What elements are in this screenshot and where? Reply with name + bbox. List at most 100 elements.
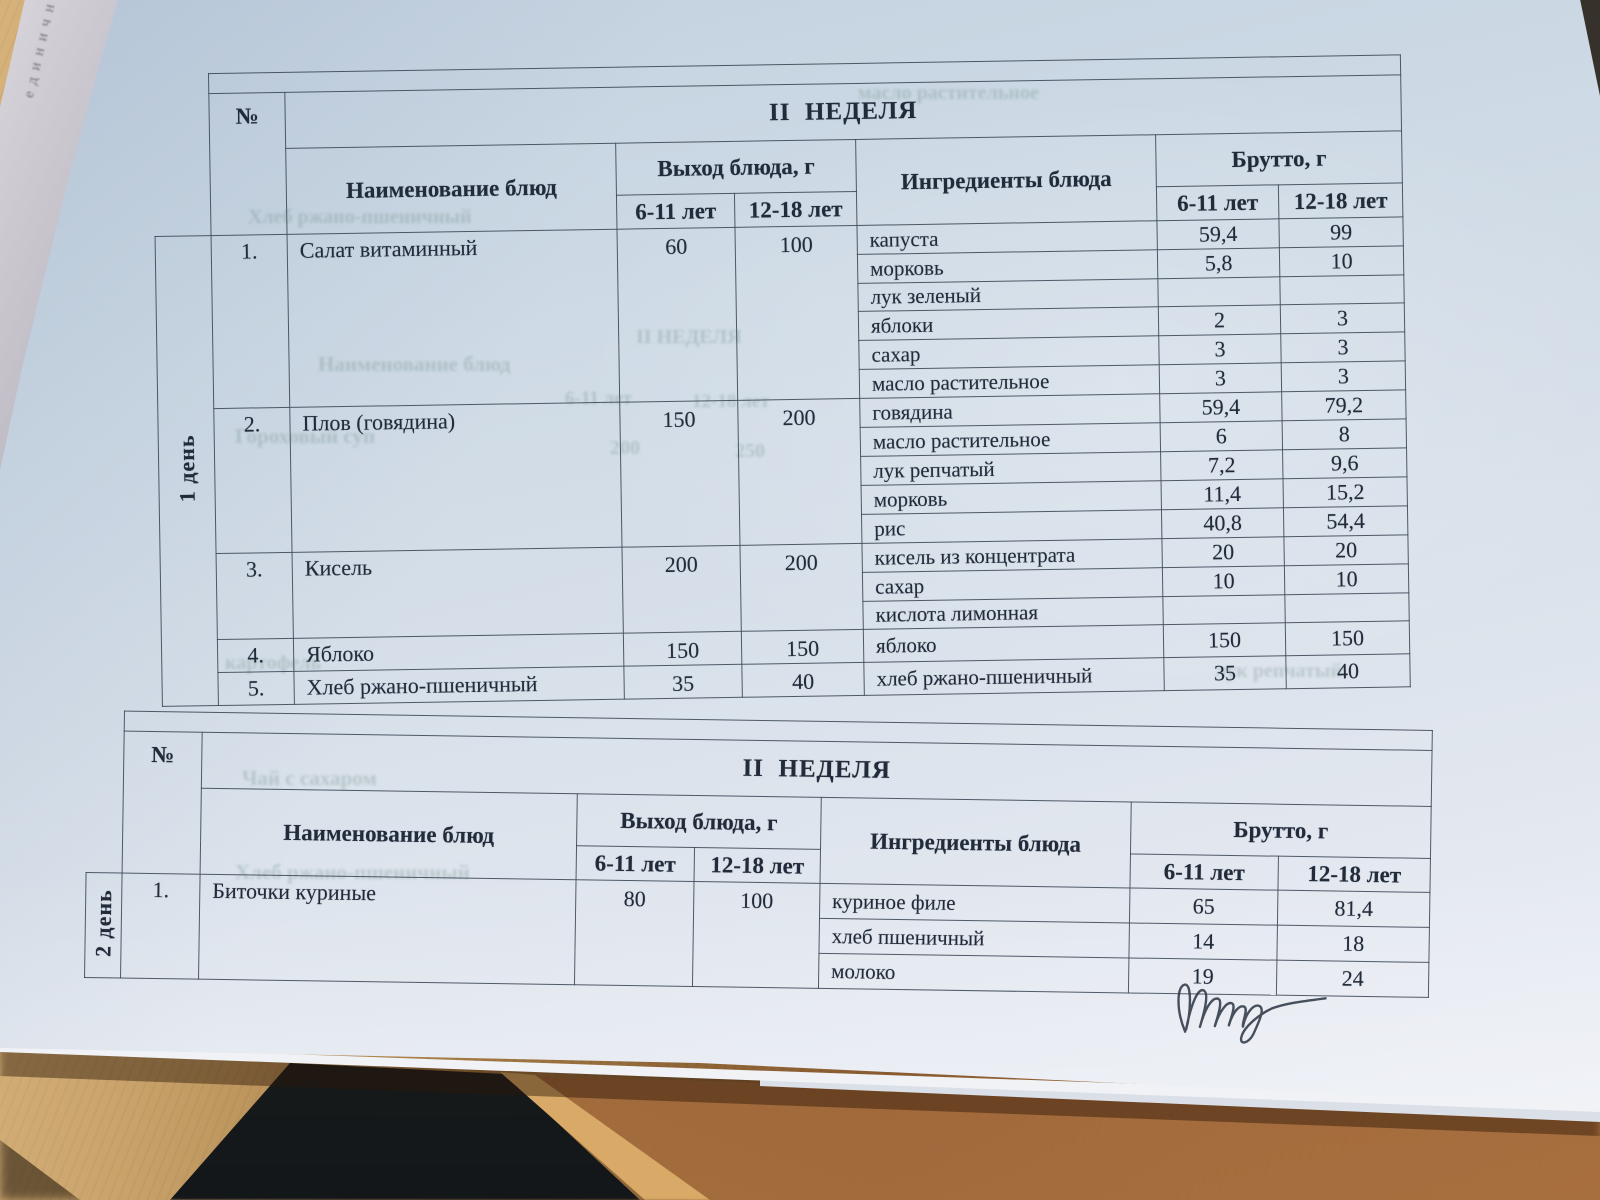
ingredients-column-header: Ингредиенты блюда (855, 134, 1157, 226)
gross-6-11-cell: 2 (1158, 304, 1281, 336)
bleedthrough-text: картофель (225, 652, 322, 674)
gross-12-18-cell: 81,4 (1277, 890, 1430, 928)
week2-day2-menu-table: № II НЕДЕЛЯ Наименование блюд Выход блюд… (84, 710, 1433, 998)
day-label-cell: 2 день (84, 872, 123, 979)
ingredient-name-cell: капуста (856, 220, 1158, 255)
gross-12-18-cell: 54,4 (1283, 505, 1408, 537)
ingredient-name-cell: морковь (861, 480, 1162, 515)
gross-6-11-cell: 35 (1163, 655, 1287, 691)
brutto-age2-header: 12-18 лет (1278, 182, 1403, 219)
output-column-header: Выход блюда, г (576, 793, 822, 850)
ingredient-name-cell: масло растительное (859, 364, 1160, 399)
gross-6-11-cell: 6 (1160, 420, 1283, 452)
gross-12-18-cell: 40 (1285, 653, 1411, 689)
brutto-age1-header: 6-11 лет (1156, 184, 1279, 221)
bleedthrough-text: II НЕДЕЛЯ (636, 326, 742, 348)
day-label: 1 день (173, 434, 200, 503)
ingredient-name-cell: куриное филе (819, 883, 1130, 923)
ingredient-name-cell: лук репчатый (860, 451, 1162, 486)
gross-12-18-cell: 3 (1280, 331, 1406, 363)
header-spacer (87, 731, 124, 788)
num-column-header: № (122, 731, 203, 875)
output-6-11-cell: 80 (574, 879, 695, 987)
brutto-age2-header: 12-18 лет (1277, 856, 1431, 893)
dish-num-cell: 1. (120, 873, 201, 980)
bleedthrough-text: 250 (735, 440, 765, 462)
ingredient-name-cell: говядина (859, 393, 1161, 428)
day-label-cell: 1 день (155, 235, 219, 707)
gross-12-18-cell: 99 (1278, 216, 1404, 248)
brutto-column-header: Брутто, г (1155, 130, 1403, 187)
ingredient-name-cell: кисель из концентрата (861, 538, 1163, 573)
ingredient-name-cell: яблоко (863, 624, 1164, 663)
header-spacer (86, 838, 123, 873)
dish-column-header: Наименование блюд (285, 143, 617, 235)
bleedthrough-text: Чай с сахаром (242, 766, 377, 790)
header-spacer (87, 786, 124, 839)
output-age2-header: 12-18 лет (694, 847, 821, 884)
output-6-11-cell: 150 (623, 631, 742, 667)
dish-num-cell: 1. (211, 234, 290, 409)
output-12-18-cell: 150 (741, 629, 864, 665)
output-12-18-cell: 40 (741, 662, 865, 698)
gross-6-11-cell: 150 (1163, 622, 1286, 658)
header-spacer (153, 74, 209, 95)
output-column-header: Выход блюда, г (615, 139, 857, 196)
gross-6-11-cell: 3 (1158, 333, 1282, 365)
output-12-18-cell: 100 (734, 225, 860, 401)
gross-6-11-cell: 59,4 (1156, 218, 1280, 250)
gross-6-11-cell: 11,4 (1161, 478, 1284, 510)
header-spacer (154, 150, 211, 203)
ingredient-name-cell: молоко (818, 953, 1129, 993)
bleedthrough-text: 200 (610, 437, 640, 459)
week2-day1-menu-table: № II НЕДЕЛЯ Наименование блюд Выход блюд… (152, 54, 1411, 707)
gross-6-11-cell: 14 (1128, 922, 1278, 961)
gross-12-18-cell: 3 (1280, 302, 1405, 334)
gross-6-11-cell: 3 (1159, 362, 1282, 394)
ingredient-name-cell: морковь (857, 249, 1158, 284)
gross-6-11-cell: 59,4 (1159, 391, 1283, 423)
gross-6-11-cell (1162, 594, 1286, 625)
dish-name-cell: Кисель (292, 547, 624, 639)
dish-num-cell: 4. (217, 638, 294, 673)
gross-12-18-cell: 15,2 (1282, 476, 1408, 508)
output-age1-header: 6-11 лет (616, 193, 735, 230)
ingredient-name-cell: хлеб пшеничный (818, 918, 1130, 958)
output-6-11-cell: 60 (616, 227, 738, 403)
gross-12-18-cell: 10 (1279, 245, 1404, 277)
bleedthrough-text: Гороховый суп (235, 424, 376, 448)
gross-6-11-cell: 5,8 (1157, 247, 1280, 279)
dish-name-cell: Биточки куриные (198, 874, 577, 985)
ingredient-name-cell: хлеб ржано-пшеничный (863, 657, 1165, 696)
bleedthrough-text: 12-18 лет (692, 391, 770, 412)
dish-column-header: Наименование блюд (200, 788, 578, 880)
ingredient-name-cell: сахар (858, 335, 1160, 370)
ingredient-name-cell: масло растительное (860, 422, 1161, 457)
ingredient-name-cell: рис (861, 509, 1162, 544)
brutto-column-header: Брутто, г (1130, 801, 1432, 859)
header-spacer (88, 711, 124, 732)
gross-12-18-cell: 3 (1281, 360, 1406, 392)
gross-12-18-cell: 150 (1285, 620, 1410, 656)
output-12-18-cell: 200 (739, 543, 864, 632)
ingredients-column-header: Ингредиенты блюда (820, 797, 1132, 888)
dish-name-cell: Плов (говядина) (289, 402, 622, 553)
day-label: 2 день (89, 888, 116, 957)
gross-12-18-cell: 10 (1284, 563, 1409, 595)
gross-6-11-cell: 65 (1129, 887, 1278, 926)
bleedthrough-text: лук репчатый (1215, 660, 1342, 682)
gross-12-18-cell: 20 (1283, 534, 1409, 566)
output-6-11-cell: 150 (619, 400, 740, 548)
bleedthrough-text: 6-11 лет (565, 388, 632, 409)
dish-name-cell: Хлеб ржано-пшеничный (293, 666, 625, 705)
bleedthrough-text: масло растительное (858, 82, 1039, 104)
bleedthrough-text: Хлеб ржано-пшеничный (235, 860, 470, 884)
gross-12-18-cell: 9,6 (1282, 447, 1408, 479)
gross-12-18-cell (1284, 592, 1410, 623)
num-column-header: № (208, 92, 288, 236)
gross-6-11-cell (1157, 276, 1281, 307)
output-age2-header: 12-18 лет (734, 191, 857, 228)
